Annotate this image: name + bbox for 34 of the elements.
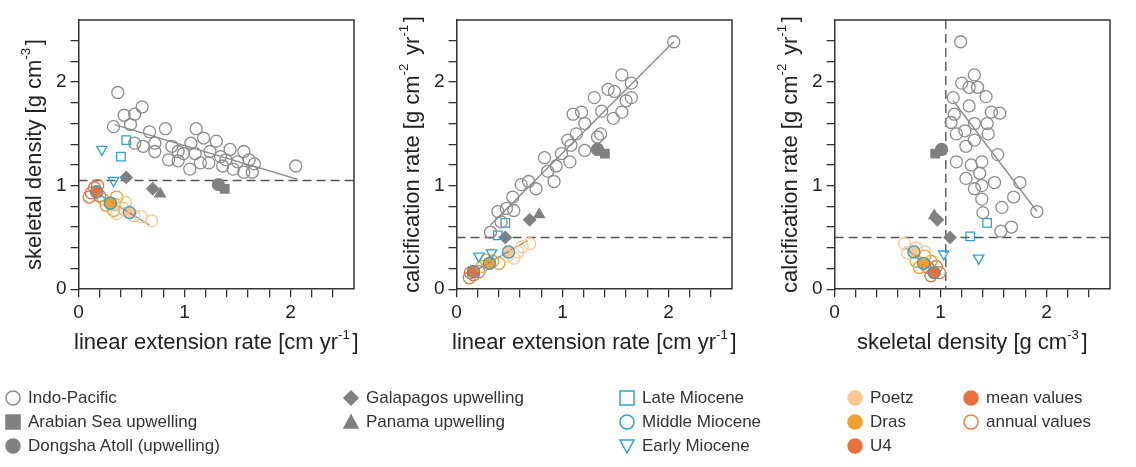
legend-label: Early Miocene bbox=[642, 436, 750, 456]
y-tick-label: 1 bbox=[433, 173, 445, 195]
x-tick-label: 0 bbox=[451, 300, 462, 322]
x-tick-label: 1 bbox=[179, 300, 190, 322]
y-tick-label: 1 bbox=[811, 173, 823, 195]
y-tick-label: 1 bbox=[55, 173, 67, 195]
y-axis-title: skeletal density [g cm-3] bbox=[18, 39, 46, 270]
y-tick-label: 2 bbox=[55, 70, 67, 92]
y-tick-label: 2 bbox=[811, 70, 823, 92]
x-tick-label: 2 bbox=[1041, 300, 1052, 322]
x-tick-label: 0 bbox=[73, 300, 84, 322]
y-axis-title: calcification rate [g cm-2 yr-1] bbox=[774, 16, 802, 294]
y-axis-title: calcification rate [g cm-2 yr-1] bbox=[396, 16, 424, 294]
x-tick-label: 2 bbox=[285, 300, 296, 322]
y-tick-label: 0 bbox=[811, 277, 823, 299]
y-tick-label: 0 bbox=[55, 277, 67, 299]
legend-label: Panama upwelling bbox=[366, 412, 505, 432]
x-tick-label: 1 bbox=[557, 300, 568, 322]
y-tick-label: 0 bbox=[433, 277, 445, 299]
legend-label: Galapagos upwelling bbox=[366, 388, 524, 408]
x-tick-label: 1 bbox=[935, 300, 946, 322]
legend-label: Poetz bbox=[870, 388, 914, 408]
y-tick-label: 2 bbox=[433, 70, 445, 92]
text: annual values bbox=[986, 412, 1091, 432]
legend-label: Dras bbox=[870, 412, 906, 432]
text: mean values bbox=[986, 388, 1083, 408]
legend-label: U4 bbox=[870, 436, 892, 456]
legend-label: Arabian Sea upwelling bbox=[28, 412, 198, 432]
x-tick-label: 0 bbox=[829, 300, 840, 322]
x-tick-label: 2 bbox=[663, 300, 674, 322]
legend-label: Dongsha Atoll (upwelling) bbox=[28, 436, 220, 456]
legend-label: Indo-Pacific bbox=[28, 388, 117, 408]
legend-label: Middle Miocene bbox=[642, 412, 762, 432]
legend-label: Late Miocene bbox=[642, 388, 745, 408]
